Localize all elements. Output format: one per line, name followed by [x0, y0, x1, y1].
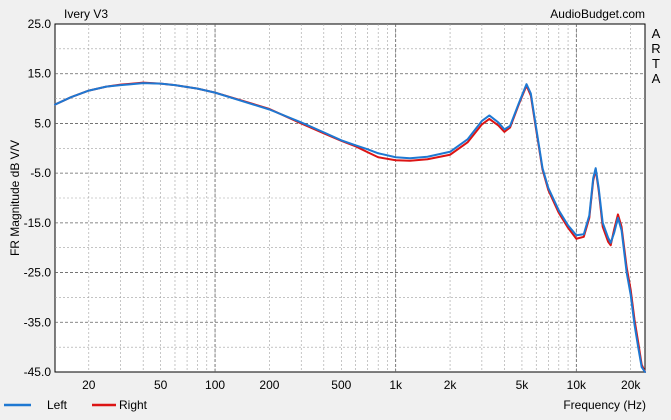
- y-tick-label: -5.0: [30, 166, 51, 180]
- major-grid: [55, 24, 645, 372]
- arta-letter: R: [651, 41, 660, 56]
- y-tick-label: -45.0: [24, 365, 52, 379]
- plot-background: [54, 23, 646, 373]
- x-tick-label: 1k: [389, 378, 403, 392]
- legend-label-left: Left: [47, 398, 68, 412]
- x-tick-label: 5k: [516, 378, 530, 392]
- y-tick-label: -35.0: [24, 315, 52, 329]
- y-tick-label: 15.0: [28, 67, 52, 81]
- x-tick-label: 20k: [621, 378, 641, 392]
- series-line-left: [54, 82, 646, 373]
- x-tick-label: 20: [82, 378, 96, 392]
- y-tick-label: -15.0: [24, 216, 52, 230]
- site-label: AudioBudget.com: [550, 7, 645, 21]
- y-tick-label: 25.0: [28, 17, 52, 31]
- legend-label-right: Right: [119, 398, 148, 412]
- arta-letter: T: [652, 56, 660, 71]
- x-tick-labels: 20 50 100 200 500 1k 2k 5k 10k 20k: [82, 378, 641, 392]
- x-tick-label: 2k: [444, 378, 458, 392]
- x-axis-label: Frequency (Hz): [563, 398, 646, 412]
- legend: Left Right: [4, 398, 148, 412]
- y-axis-label: FR Magnitude dB V/V: [8, 140, 22, 256]
- y-tick-labels: 25.0 15.0 5.0 -5.0 -15.0 -25.0 -35.0 -45.0: [24, 17, 52, 379]
- arta-letter: A: [652, 26, 661, 41]
- series-layer: [54, 81, 646, 373]
- x-tick-label: 50: [154, 378, 168, 392]
- y-tick-label: 5.0: [34, 116, 51, 130]
- x-tick-label: 500: [331, 378, 351, 392]
- arta-letter: A: [652, 71, 661, 86]
- chart-title: Ivery V3: [64, 7, 108, 21]
- x-tick-label: 10k: [567, 378, 587, 392]
- y-tick-label: -25.0: [24, 266, 52, 280]
- x-tick-label: 100: [205, 378, 225, 392]
- x-tick-label: 200: [259, 378, 279, 392]
